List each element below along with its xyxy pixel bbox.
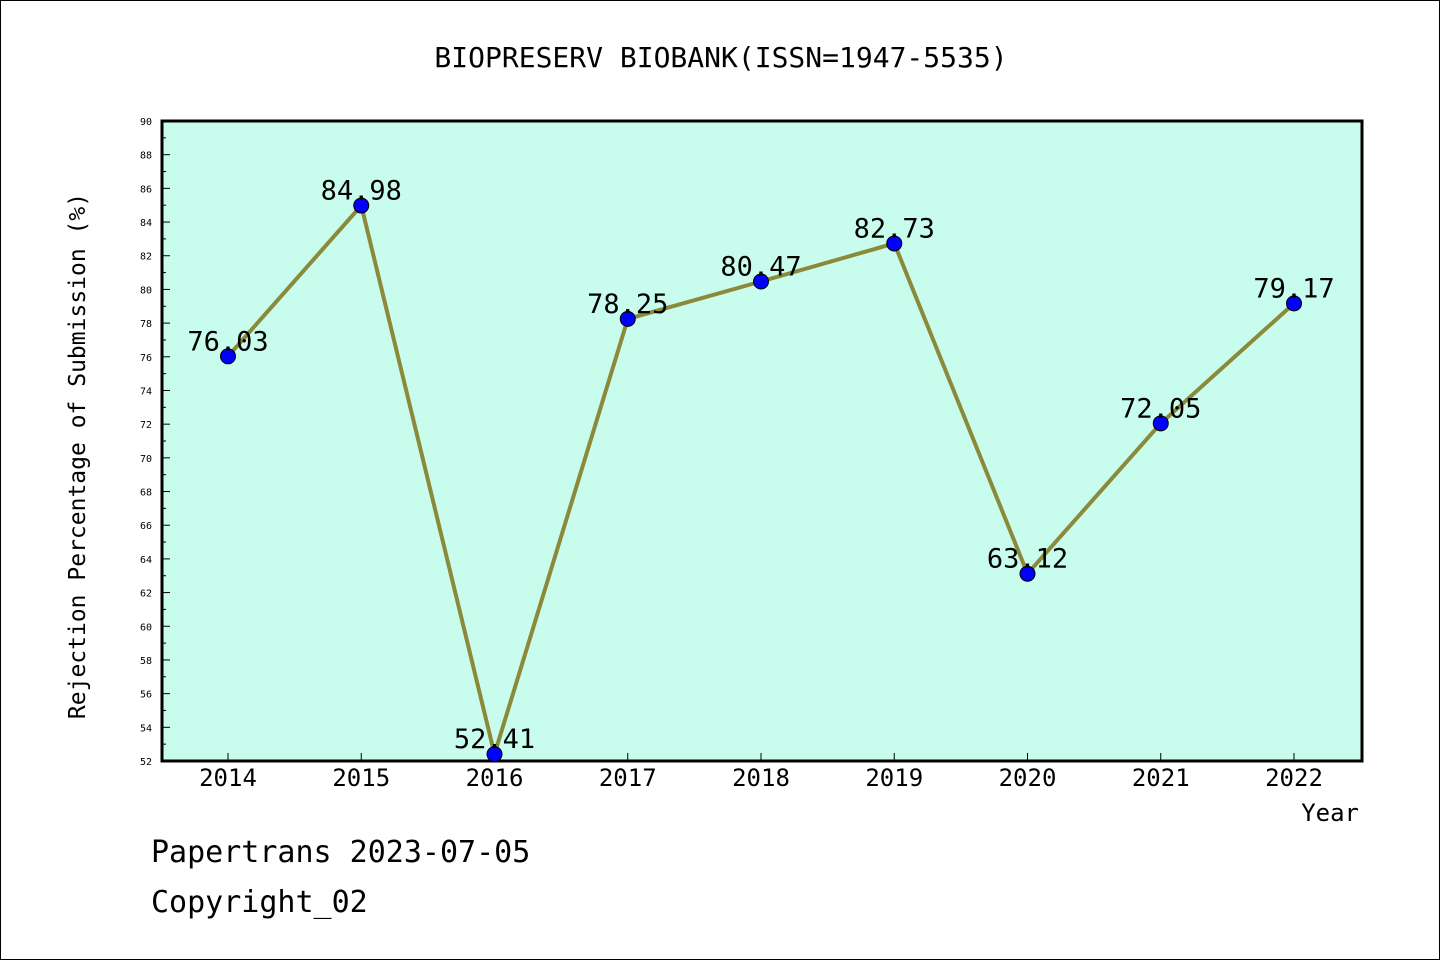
data-point bbox=[486, 746, 503, 763]
x-axis-label: Year bbox=[1301, 799, 1359, 827]
y-tick-label: 64 bbox=[140, 555, 152, 566]
x-tick-label: 2014 bbox=[199, 764, 257, 792]
value-labels: 76.03 84.98 52.41 78.25 80.47 82.73 63.12 72.05… bbox=[187, 176, 1334, 756]
x-tick-label: 2018 bbox=[732, 764, 790, 792]
x-tick-label: 2016 bbox=[466, 764, 524, 792]
y-tick-label: 54 bbox=[140, 723, 152, 734]
y-tick-label: 74 bbox=[140, 386, 152, 397]
x-tick-label: 2021 bbox=[1132, 764, 1190, 792]
data-point bbox=[1286, 295, 1302, 312]
y-tick-label: 56 bbox=[140, 690, 152, 701]
x-tick-label: 2020 bbox=[999, 764, 1057, 792]
y-tick-label: 80 bbox=[140, 285, 152, 296]
data-label: 82.73 bbox=[854, 213, 935, 244]
y-tick-label: 86 bbox=[140, 184, 152, 195]
data-point bbox=[1152, 415, 1169, 432]
data-point bbox=[753, 273, 769, 290]
y-axis-label: Rejection Percentage of Submission (%) bbox=[65, 193, 91, 719]
x-tick-label: 2022 bbox=[1265, 764, 1323, 792]
y-tick-label: 84 bbox=[140, 218, 152, 229]
y-tick-label: 70 bbox=[140, 454, 152, 465]
y-tick-label: 90 bbox=[140, 117, 152, 128]
data-point bbox=[1019, 565, 1036, 582]
y-tick-label: 66 bbox=[140, 521, 152, 532]
footer-copyright-line: Copyright_02 bbox=[151, 885, 368, 920]
data-label: 78.25 bbox=[587, 289, 668, 320]
x-tick-label: 2017 bbox=[599, 764, 657, 792]
data-point bbox=[353, 197, 370, 214]
footer-date-line: Papertrans 2023-07-05 bbox=[151, 835, 531, 870]
y-tick-label: 76 bbox=[140, 353, 152, 364]
data-point bbox=[619, 310, 636, 327]
data-label: 84.98 bbox=[321, 176, 402, 207]
data-point bbox=[886, 235, 903, 252]
plot-area bbox=[160, 119, 1364, 763]
data-label: 79.17 bbox=[1253, 273, 1334, 304]
y-tick-label: 88 bbox=[140, 151, 152, 162]
y-tick-label: 72 bbox=[140, 420, 152, 431]
data-label: 72.05 bbox=[1120, 393, 1201, 424]
x-tick-label: 2019 bbox=[865, 764, 923, 792]
data-label: 52.41 bbox=[454, 724, 535, 755]
x-axis: 2014 2015 2016 2017 2018 2019 2020 2021 2022 bbox=[199, 753, 1323, 792]
y-tick-label: 78 bbox=[140, 319, 152, 330]
x-tick-label: 2015 bbox=[332, 764, 390, 792]
y-axis: 52 54 56 58 60 62 64 66 68 70 72 74 76 78 80 82 84 86 88 90 bbox=[140, 117, 170, 768]
y-tick-label: 52 bbox=[140, 757, 152, 768]
y-tick-label: 82 bbox=[140, 252, 152, 263]
y-tick-label: 60 bbox=[140, 622, 152, 633]
data-point bbox=[220, 348, 236, 365]
y-tick-label: 62 bbox=[140, 589, 152, 600]
y-tick-label: 58 bbox=[140, 656, 152, 667]
data-label: 63.12 bbox=[987, 544, 1068, 575]
data-markers bbox=[220, 197, 1302, 763]
data-label: 80.47 bbox=[720, 252, 801, 283]
chart-title: BIOPRESERV BIOBANK(ISSN=1947-5535) bbox=[434, 41, 1007, 74]
y-tick-label: 68 bbox=[140, 488, 152, 499]
data-label: 76.03 bbox=[187, 326, 268, 357]
